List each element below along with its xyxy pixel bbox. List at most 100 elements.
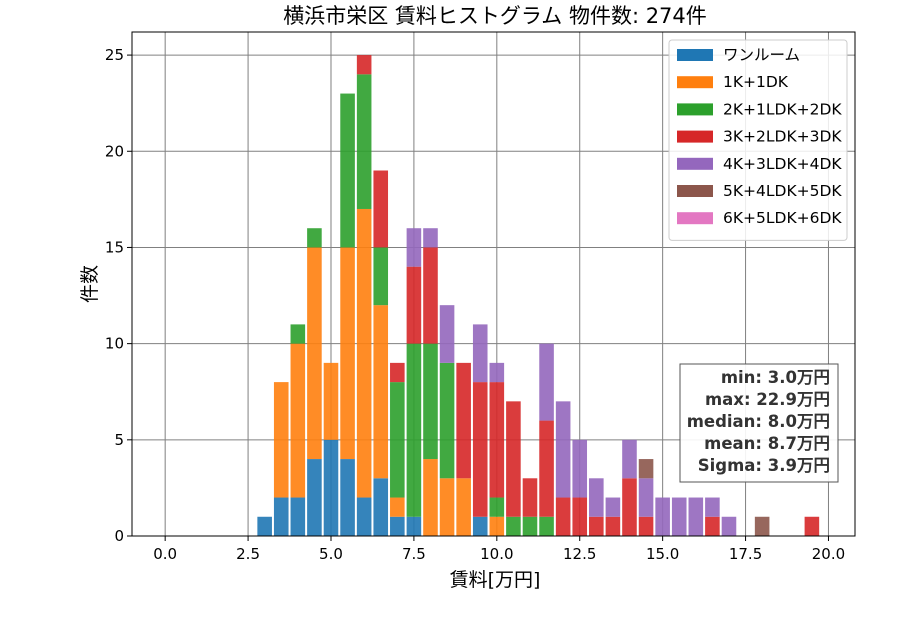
bar-2k-1ldk-2dk-16 [522,516,538,536]
x-tick-label: 5.0 [319,545,343,563]
bar-4k-3ldk-4dk-10 [423,228,438,248]
x-tick-label: 15.0 [646,545,679,563]
bar--7 [373,478,389,536]
bar-5k-4ldk-5dk-23 [638,459,654,479]
bar-3k-2ldk-3dk-12 [456,362,471,479]
bar--1 [273,497,289,536]
legend-swatch [677,130,713,143]
bar--2 [290,497,306,536]
axis-ticks: 0.0 2.5 5.0 7.5 10.0 12.5 15.0 17.5 20.0 0 5 10 15 20… [105,46,845,563]
stats-max: max: 22.9万円 [705,390,830,409]
y-tick-label: 25 [105,46,124,64]
bar-3k-2ldk-3dk-7 [373,170,389,248]
bar-1k-1dk-4 [323,362,339,440]
stats-mean: mean: 8.7万円 [704,434,830,453]
bar-4k-3ldk-4dk-22 [622,439,637,479]
bar-5k-4ldk-5dk-30 [754,516,770,536]
bar--0 [257,516,272,536]
bar-2k-1ldk-2dk-10 [423,343,438,460]
bar-1k-1dk-5 [340,247,355,460]
bar-1k-1dk-12 [456,478,471,536]
bar--6 [356,497,372,536]
bar-4k-3ldk-4dk-27 [705,497,720,517]
bar-4k-3ldk-4dk-24 [655,497,670,536]
y-tick-label: 20 [105,142,124,160]
bar-1k-1dk-7 [373,305,389,479]
bar-2k-1ldk-2dk-2 [290,324,306,344]
bar-2k-1ldk-2dk-3 [307,228,322,248]
x-tick-label: 2.5 [236,545,260,563]
bar-4k-3ldk-4dk-21 [605,497,621,517]
x-tick-label: 17.5 [729,545,762,563]
legend-swatch [677,103,713,116]
bar-1k-1dk-1 [273,382,289,498]
bar-4k-3ldk-4dk-13 [472,324,488,383]
legend-swatch [677,76,713,89]
legend-swatch [677,212,713,225]
bar-3k-2ldk-3dk-19 [572,497,588,536]
x-tick-label: 0.0 [153,545,177,563]
bar-4k-3ldk-4dk-28 [721,516,737,536]
bars [257,55,820,536]
bar--4 [323,439,339,536]
legend-label: 6K+5LDK+6DK [723,209,842,227]
bar-2k-1ldk-2dk-15 [506,516,521,536]
bar-2k-1ldk-2dk-7 [373,247,389,306]
bar-4k-3ldk-4dk-19 [572,439,588,498]
stats-min: min: 3.0万円 [721,368,830,387]
x-tick-label: 12.5 [563,545,596,563]
bar--5 [340,459,355,536]
stats-box: min: 3.0万円 max: 22.9万円 median: 8.0万円 mea… [679,363,839,483]
bar-3k-2ldk-3dk-13 [472,382,488,517]
bar-3k-2ldk-3dk-6 [356,55,372,75]
bar-4k-3ldk-4dk-26 [688,497,704,536]
legend-frame [668,39,848,241]
legend-swatch [677,49,713,61]
bar-1k-1dk-6 [356,208,372,498]
bar-4k-3ldk-4dk-20 [589,478,604,517]
bar-3k-2ldk-3dk-14 [489,382,505,498]
legend-label: 5K+4LDK+5DK [723,182,842,200]
bar-1k-1dk-10 [423,459,438,536]
x-tick-label: 10.0 [480,545,513,563]
plot-frame [131,31,856,537]
bar--13 [472,516,488,536]
bar-4k-3ldk-4dk-14 [489,362,505,383]
bar-4k-3ldk-4dk-23 [638,478,654,517]
legend-swatch [677,185,713,197]
stats-box-frame [679,363,839,483]
chart-title: 横浜市栄区 賃料ヒストグラム 物件数: 274件 [283,4,707,28]
bar-3k-2ldk-3dk-23 [638,516,654,536]
y-tick-label: 0 [114,527,124,545]
bar-3k-2ldk-3dk-9 [406,266,422,344]
y-axis-label: 件数 [79,265,101,303]
bar-4k-3ldk-4dk-9 [406,228,422,267]
bar-2k-1ldk-2dk-9 [406,343,422,517]
bar-2k-1ldk-2dk-8 [390,382,405,498]
bar-3k-2ldk-3dk-18 [555,497,571,536]
bar--8 [390,516,405,536]
x-tick-label: 20.0 [812,545,845,563]
stats-median: median: 8.0万円 [687,412,830,431]
x-axis-label: 賃料[万円] [450,569,541,591]
bar-3k-2ldk-3dk-16 [522,478,538,517]
bar-1k-1dk-14 [489,516,505,536]
bar-2k-1ldk-2dk-11 [439,362,455,479]
legend-swatch [677,157,713,170]
stats-sigma: Sigma: 3.9万円 [698,456,830,475]
legend: ワンルーム 1K+1DK 2K+1LDK+2DK 3K+2LDK+3DK 4K+3LDK… [668,39,848,241]
bar-4k-3ldk-4dk-11 [439,305,455,363]
bar-1k-1dk-11 [439,478,455,536]
bar--3 [307,459,322,536]
legend-label: 2K+1LDK+2DK [723,100,842,118]
bar-1k-1dk-3 [307,247,322,460]
bar--9 [406,516,422,536]
legend-label: 1K+1DK [723,73,789,91]
bar-3k-2ldk-3dk-20 [589,516,604,536]
bar-2k-1ldk-2dk-14 [489,497,505,517]
bar-4k-3ldk-4dk-25 [671,497,687,536]
y-tick-label: 15 [105,238,124,256]
y-tick-label: 10 [105,335,124,353]
